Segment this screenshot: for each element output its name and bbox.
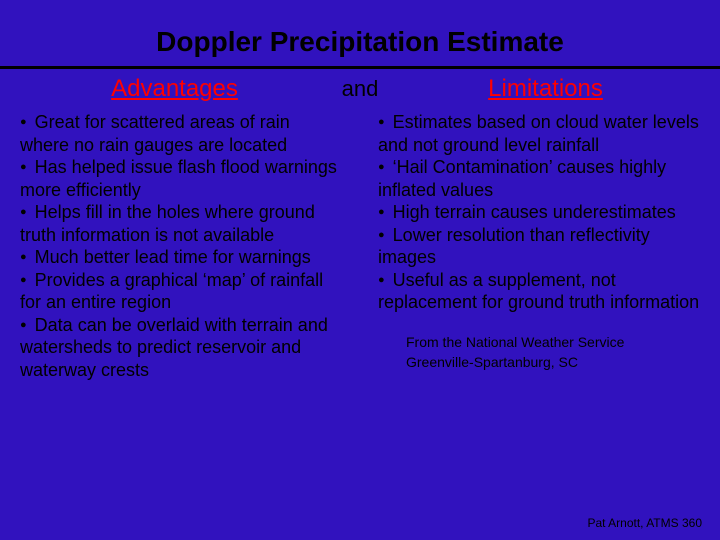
list-item: Data can be overlaid with terrain and wa… bbox=[20, 315, 328, 380]
content-columns: ● Great for scattered areas of rain wher… bbox=[0, 111, 720, 381]
list-item: Helps fill in the holes where ground tru… bbox=[20, 202, 315, 245]
advantages-text: ● Great for scattered areas of rain wher… bbox=[20, 111, 342, 381]
list-item: Useful as a supplement, not replacement … bbox=[378, 270, 699, 313]
heading-advantages: Advantages bbox=[24, 75, 325, 103]
bullet-icon: ● bbox=[20, 274, 30, 286]
bullet-icon: ● bbox=[20, 116, 30, 128]
list-item: ‘Hail Contamination’ causes highly infla… bbox=[378, 157, 666, 200]
attribution-line1: From the National Weather Service bbox=[406, 332, 700, 352]
bullet-icon: ● bbox=[20, 251, 30, 263]
list-item: Great for scattered areas of rain where … bbox=[20, 112, 290, 155]
limitations-text: ● Estimates based on cloud water levels … bbox=[378, 111, 700, 314]
list-item: Has helped issue flash flood warnings mo… bbox=[20, 157, 337, 200]
bullet-icon: ● bbox=[378, 161, 388, 173]
bullet-icon: ● bbox=[378, 206, 388, 218]
bullet-icon: ● bbox=[20, 206, 30, 218]
attribution-line2: Greenville-Spartanburg, SC bbox=[406, 352, 700, 372]
bullet-icon: ● bbox=[378, 229, 388, 241]
list-item: Provides a graphical ‘map’ of rainfall f… bbox=[20, 270, 323, 313]
list-item: Lower resolution than reflectivity image… bbox=[378, 225, 650, 268]
advantages-column: ● Great for scattered areas of rain wher… bbox=[20, 111, 342, 381]
list-item: High terrain causes underestimates bbox=[393, 202, 676, 222]
bullet-icon: ● bbox=[378, 116, 388, 128]
list-item: Estimates based on cloud water levels an… bbox=[378, 112, 699, 155]
limitations-column: ● Estimates based on cloud water levels … bbox=[378, 111, 700, 381]
bullet-icon: ● bbox=[20, 319, 30, 331]
list-item: Much better lead time for warnings bbox=[35, 247, 311, 267]
headings-row: Advantages and Limitations bbox=[0, 75, 720, 111]
heading-limitations: Limitations bbox=[395, 75, 696, 103]
title-rule bbox=[0, 66, 720, 69]
bullet-icon: ● bbox=[378, 274, 388, 286]
footer-credit: Pat Arnott, ATMS 360 bbox=[587, 516, 702, 530]
slide-title: Doppler Precipitation Estimate bbox=[0, 0, 720, 66]
bullet-icon: ● bbox=[20, 161, 30, 173]
heading-and: and bbox=[325, 76, 395, 102]
attribution: From the National Weather Service Greenv… bbox=[378, 332, 700, 373]
